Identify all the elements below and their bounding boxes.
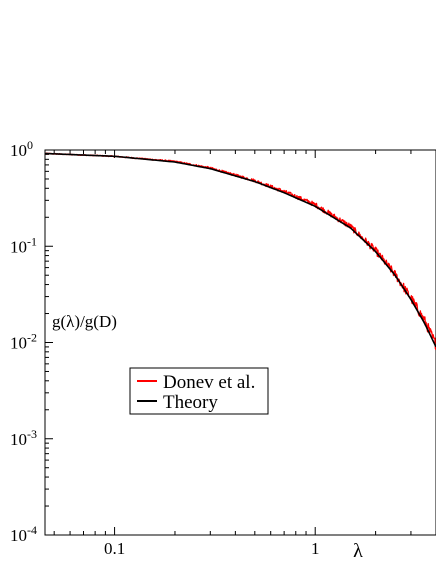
plot-frame	[44, 149, 436, 536]
legend: Donev et al. Theory	[129, 367, 269, 415]
series-layer	[45, 152, 436, 351]
legend-label-donev: Donev et al.	[163, 372, 255, 393]
y-tick-label: 10-1	[10, 234, 37, 256]
y-tick-label: 10-4	[10, 523, 37, 545]
y-axis-label: g(λ)/g(D)	[52, 312, 117, 331]
x-tick-label: 0.1	[104, 539, 125, 558]
y-tick-label: 10-3	[10, 427, 37, 449]
series-line-theory	[45, 152, 436, 348]
x-tick-label: 1	[311, 539, 320, 558]
x-axis-ticks: 0.1 1	[53, 150, 436, 558]
y-axis-ticks: 100 10-1 10-2 10-3 10-4	[10, 138, 53, 545]
legend-label-theory: Theory	[163, 392, 218, 413]
legend-box	[129, 367, 269, 415]
y-tick-label: 10-2	[10, 331, 37, 353]
x-axis-label: λ	[353, 540, 363, 562]
y-tick-label: 100	[10, 138, 33, 160]
